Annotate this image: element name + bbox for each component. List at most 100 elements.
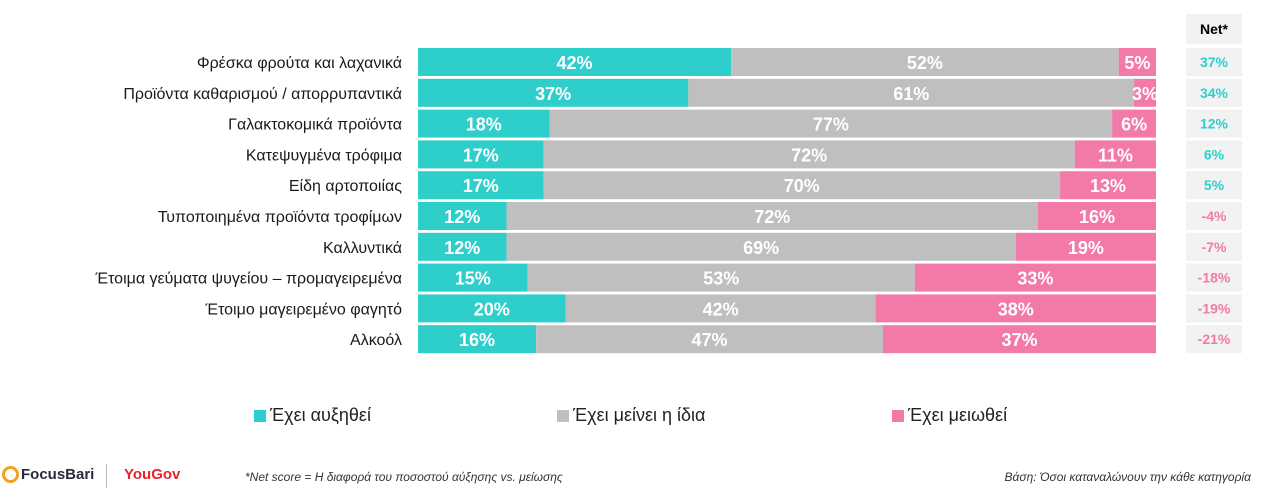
data-label: 17% xyxy=(463,145,499,165)
net-cell xyxy=(1186,263,1242,292)
data-label: 13% xyxy=(1090,176,1126,196)
category-label: Είδη αρτοποιίας xyxy=(289,178,402,195)
data-label: 38% xyxy=(998,299,1034,319)
bar-segment-same xyxy=(543,171,1061,200)
data-label: 16% xyxy=(1079,207,1115,227)
net-value: -18% xyxy=(1198,270,1231,286)
net-value: 34% xyxy=(1200,85,1229,101)
data-label: 53% xyxy=(703,269,739,289)
data-label: 69% xyxy=(743,238,779,258)
bar-segment-increased xyxy=(418,325,537,354)
category-label: Καλλυντικά xyxy=(323,240,402,257)
data-label: 20% xyxy=(474,299,510,319)
bar-segment-decreased xyxy=(1112,109,1156,138)
bar-segment-increased xyxy=(418,78,689,107)
data-label: 19% xyxy=(1068,238,1104,258)
net-cell xyxy=(1186,109,1242,138)
net-column-header: Net* xyxy=(1186,14,1242,44)
data-label: 72% xyxy=(791,145,827,165)
net-cell xyxy=(1186,48,1242,76)
net-cell xyxy=(1186,294,1242,323)
net-value: 5% xyxy=(1204,177,1225,193)
net-value: -21% xyxy=(1198,331,1231,347)
bar-segment-increased xyxy=(418,109,550,138)
bar-segment-increased xyxy=(418,294,566,323)
data-label: 70% xyxy=(784,176,820,196)
net-value: -7% xyxy=(1202,239,1227,255)
data-label: 37% xyxy=(535,84,571,104)
bar-segment-increased xyxy=(418,263,528,292)
net-cell xyxy=(1186,78,1242,107)
data-label: 12% xyxy=(444,238,480,258)
legend-item-decreased: Έχει μειωθεί xyxy=(892,405,1007,426)
bar-segment-decreased xyxy=(882,325,1156,354)
legend-swatch-decreased xyxy=(892,409,904,422)
category-label: Κατεψυγμένα τρόφιμα xyxy=(246,147,402,164)
bar-segment-decreased xyxy=(1134,78,1156,107)
bar-segment-same xyxy=(731,48,1119,76)
category-label: Γαλακτοκομικά προϊόντα xyxy=(228,117,402,134)
legend-item-same: Έχει μείνει η ίδια xyxy=(557,405,705,426)
bar-segment-decreased xyxy=(875,294,1156,323)
data-label: 18% xyxy=(466,115,502,135)
bar-segment-decreased xyxy=(1118,48,1156,76)
net-value: -19% xyxy=(1198,300,1231,316)
bar-segment-decreased xyxy=(1015,232,1156,261)
bar-segment-same xyxy=(543,140,1075,169)
net-value: 6% xyxy=(1204,146,1225,162)
net-cell xyxy=(1186,202,1242,230)
category-label: Φρέσκα φρούτα και λαχανικά xyxy=(197,55,402,72)
data-label: 11% xyxy=(1098,145,1133,165)
data-label: 37% xyxy=(1001,330,1037,350)
data-label: 17% xyxy=(463,176,499,196)
bar-segment-same xyxy=(506,232,1016,261)
category-label: Προϊόντα καθαρισμού / απορρυπαντικά xyxy=(123,86,402,103)
bar-segment-increased xyxy=(418,48,732,76)
net-cell xyxy=(1186,140,1242,169)
focusbari-ring-icon xyxy=(2,466,19,483)
data-label: 52% xyxy=(907,53,943,73)
bar-segment-same xyxy=(549,109,1113,138)
net-value: -4% xyxy=(1202,208,1227,224)
bar-segment-increased xyxy=(418,232,507,261)
data-label: 6% xyxy=(1121,115,1147,135)
data-label: 3% xyxy=(1132,84,1158,104)
base-footnote: Βάση: Όσοι καταναλώνουν την κάθε κατηγορ… xyxy=(1004,470,1251,484)
net-score-footnote: *Net score = Η διαφορά του ποσοστού αύξη… xyxy=(245,470,563,484)
bar-segment-same xyxy=(536,325,883,354)
category-label: Έτοιμο μαγειρεμένο φαγητό xyxy=(205,301,403,318)
focusbari-logo-text: FocusBari xyxy=(21,466,95,483)
data-label: 15% xyxy=(455,269,491,289)
net-cell xyxy=(1186,232,1242,261)
bar-segment-increased xyxy=(418,202,507,230)
data-label: 12% xyxy=(444,207,480,227)
category-label: Τυποποιημένα προϊόντα τροφίμων xyxy=(158,209,402,226)
logo-divider xyxy=(106,464,107,488)
bar-segment-same xyxy=(506,202,1038,230)
bar-segment-same xyxy=(565,294,876,323)
net-cell xyxy=(1186,171,1242,200)
legend-label-decreased: Έχει μειωθεί xyxy=(908,405,1008,425)
focusbari-logo: FocusBari xyxy=(2,466,94,483)
yougov-logo: YouGov xyxy=(124,466,181,483)
data-label: 61% xyxy=(893,84,929,104)
legend-swatch-increased xyxy=(254,409,266,422)
bar-segment-increased xyxy=(418,140,544,169)
stacked-bar-chart: Φρέσκα φρούτα και λαχανικά 42% 52% 5% 37% Προ… xyxy=(95,48,1242,354)
category-label: Έτοιμα γεύματα ψυγείου – προμαγειρεμένα xyxy=(95,271,402,288)
data-label: 77% xyxy=(813,115,849,135)
data-label: 47% xyxy=(691,330,727,350)
bar-segment-same xyxy=(527,263,915,292)
bar-segment-decreased xyxy=(1074,140,1156,169)
net-value: 12% xyxy=(1200,116,1229,132)
category-label: Αλκοόλ xyxy=(350,332,402,349)
data-label: 5% xyxy=(1124,53,1150,73)
bar-segment-same xyxy=(688,78,1135,107)
bar-segment-decreased xyxy=(1037,202,1156,230)
legend-swatch-same xyxy=(557,409,569,422)
net-cell xyxy=(1186,325,1242,354)
legend-label-same: Έχει μείνει η ίδια xyxy=(573,405,706,425)
net-value: 37% xyxy=(1200,54,1229,70)
legend-label-increased: Έχει αυξηθεί xyxy=(270,405,371,425)
data-label: 33% xyxy=(1017,269,1053,289)
